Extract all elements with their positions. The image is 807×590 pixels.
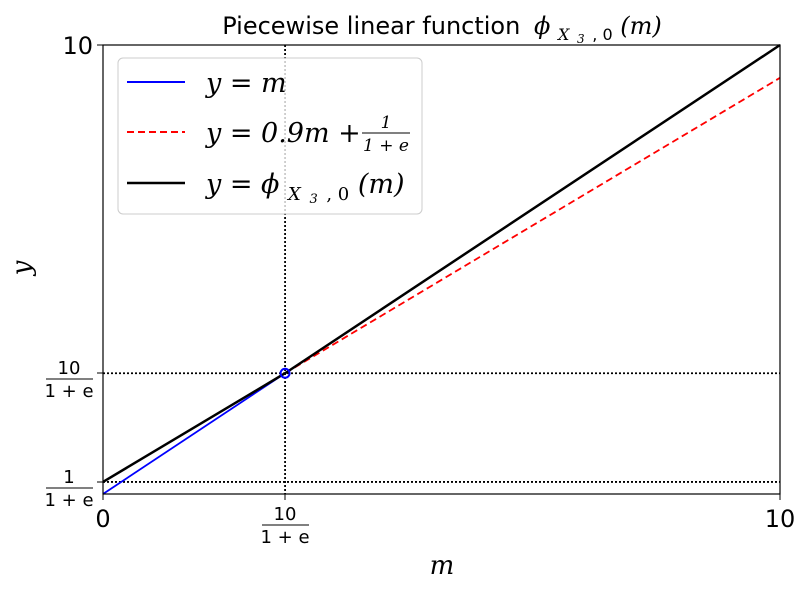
chart-title-sub: X	[556, 25, 570, 44]
plot-frame	[102, 44, 781, 495]
y-tick-low-num: 1	[63, 467, 74, 488]
x-axis-label: m	[430, 551, 455, 581]
legend-scaled-num: 1	[381, 113, 392, 133]
legend-phi-subsub: 3	[309, 192, 317, 207]
legend-scaled-den: 1 + e	[363, 136, 409, 156]
legend-box	[117, 57, 423, 215]
legend-item-phi: y = ϕ X 3 , 0 (m)	[127, 169, 405, 210]
legend-phi-symbol: ϕ	[261, 169, 279, 200]
x-tick-label-kink: 10 1 + e	[260, 504, 309, 548]
x-tick-label-0: 0	[95, 505, 110, 533]
chart-title-subsub: 3	[577, 32, 585, 46]
y-tick-label-kink: 10 1 + e	[44, 358, 93, 402]
x-tick-kink-den: 1 + e	[260, 527, 309, 548]
y-tick-label-low: 1 1 + e	[44, 467, 93, 511]
reference-lines	[103, 45, 780, 494]
kink-marker-0	[279, 367, 291, 379]
legend-label-identity: y = m	[205, 68, 287, 99]
y-tick-low-den: 1 + e	[44, 490, 93, 511]
series-line-phi	[102, 43, 781, 483]
legend-label-scaled: y = 0.9m +	[205, 118, 361, 149]
y-tick-kink-num: 10	[58, 358, 81, 379]
y-tick-label-10: 10	[62, 32, 93, 60]
y-axis-label: y	[7, 260, 37, 276]
tick-marks	[97, 44, 781, 500]
series-lines	[102, 43, 781, 495]
legend-label-phi: y = ϕ X 3 , 0 (m)	[205, 169, 405, 210]
legend-phi-arg: (m)	[358, 169, 405, 200]
series-line-scaled	[284, 77, 781, 375]
markers	[279, 367, 291, 379]
x-tick-kink-num: 10	[274, 504, 297, 525]
x-tick-label-10: 10	[765, 505, 796, 533]
legend-item-scaled: y = 0.9m + 1 1 + e	[127, 113, 410, 156]
series-line-identity	[102, 372, 286, 495]
legend-item-identity: y = m	[127, 68, 287, 99]
chart-title: Piecewise linear function ϕ X 3 , 0 (m)	[222, 12, 662, 49]
legend: y = m y = 0.9m + 1 1 + e y = ϕ X 3 , 0 (…	[117, 57, 423, 215]
chart-title-sub-rest: , 0	[592, 25, 612, 44]
chart-title-arg: (m)	[620, 12, 661, 40]
legend-phi-prefix: y =	[205, 169, 261, 200]
y-tick-kink-den: 1 + e	[44, 381, 93, 402]
legend-phi-sub: X	[286, 184, 302, 205]
chart-title-phi: ϕ	[534, 12, 550, 40]
legend-phi-sub-rest: , 0	[326, 184, 349, 205]
chart-title-text: Piecewise linear function	[222, 12, 520, 40]
